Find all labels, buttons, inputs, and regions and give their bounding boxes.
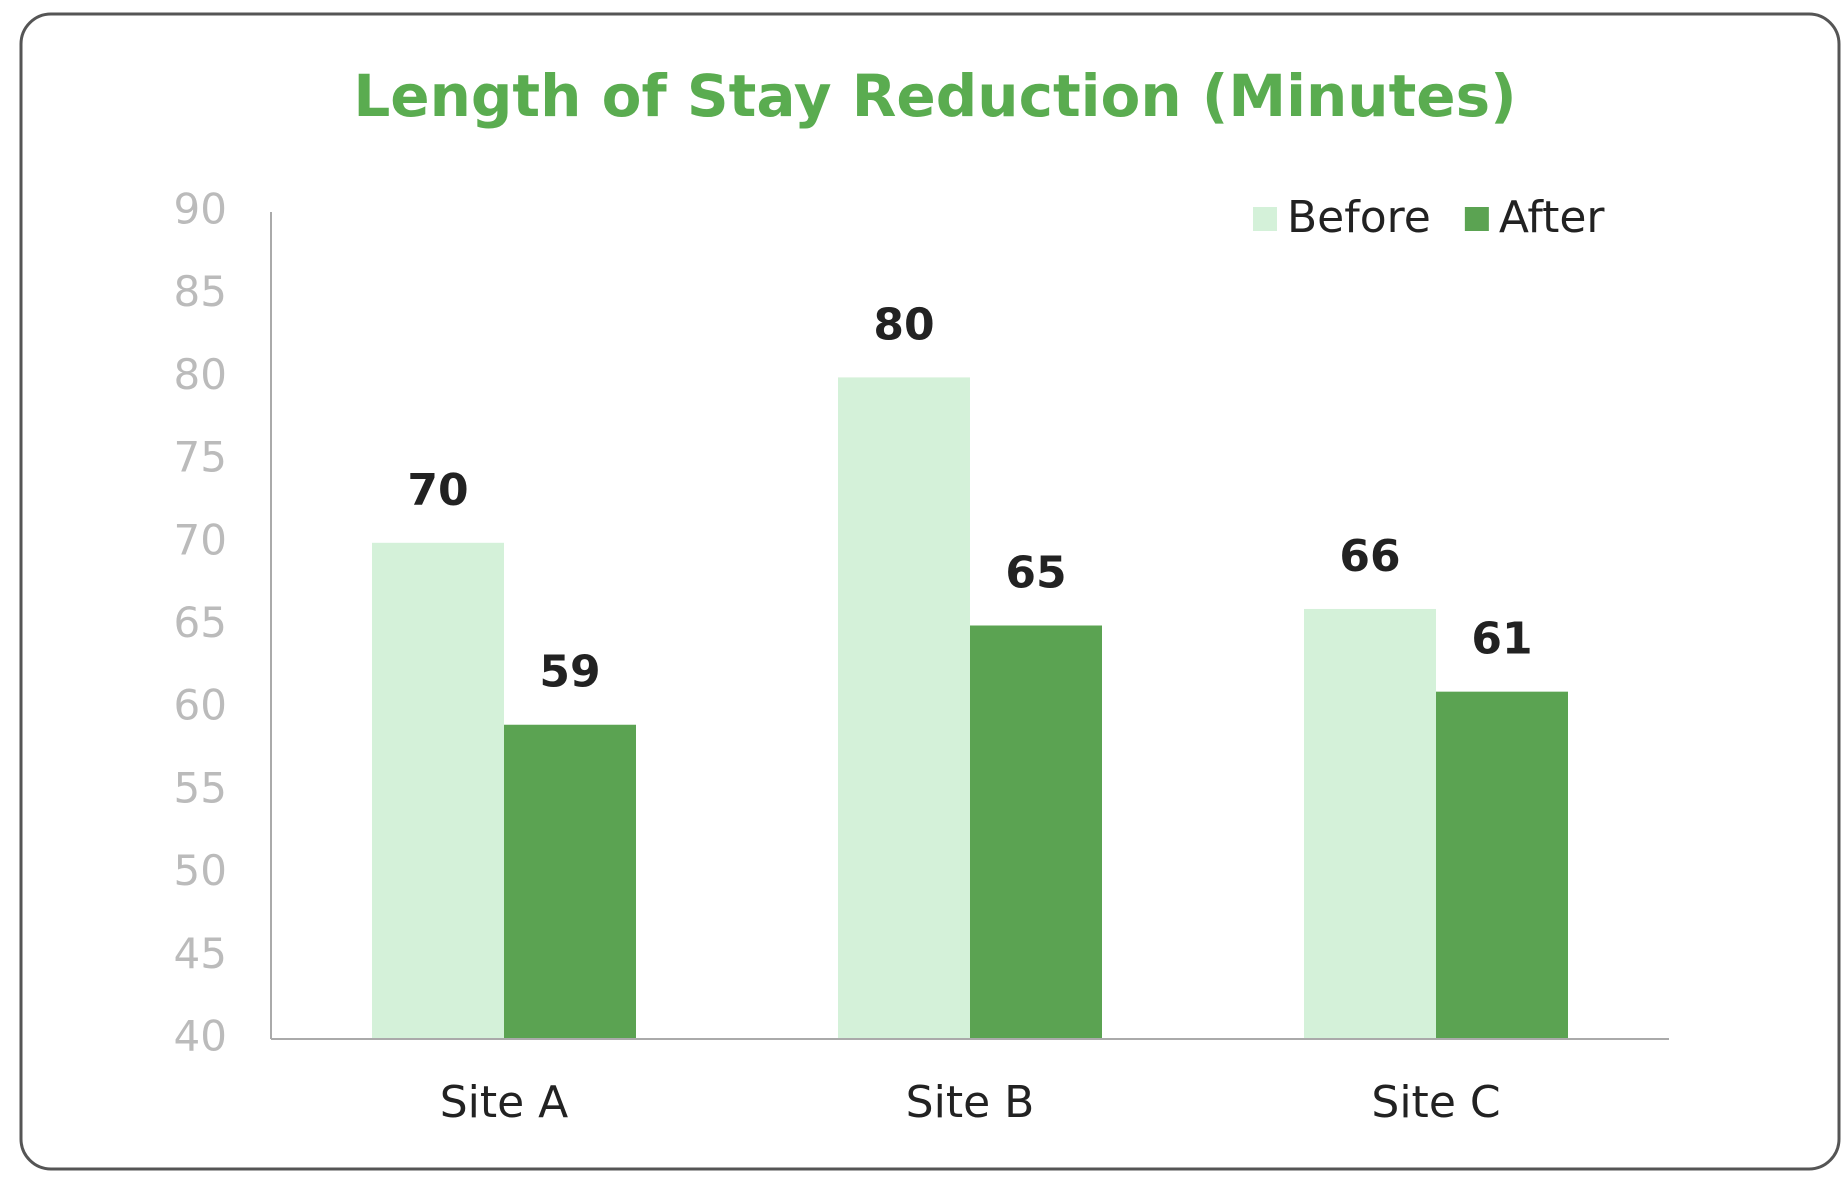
value-label: 65 <box>1005 548 1066 599</box>
x-tick-label: Site B <box>906 1077 1035 1128</box>
chart-title: Length of Stay Reduction (Minutes) <box>353 62 1516 130</box>
y-tick-label: 75 <box>174 433 227 482</box>
y-tick-label: 70 <box>174 515 227 564</box>
y-tick-label: 45 <box>174 929 227 978</box>
y-tick-label: 55 <box>174 763 227 812</box>
bar <box>970 625 1102 1039</box>
y-tick-label: 60 <box>174 681 227 730</box>
y-tick-label: 50 <box>174 846 227 895</box>
bar <box>1436 691 1568 1039</box>
legend-label: After <box>1499 192 1606 243</box>
x-tick-label: Site C <box>1371 1077 1500 1128</box>
legend-label: Before <box>1287 192 1431 243</box>
y-tick-label: 90 <box>174 185 227 234</box>
legend-swatch <box>1464 207 1489 231</box>
value-label: 59 <box>539 647 600 698</box>
bar <box>1304 608 1436 1039</box>
y-tick-label: 85 <box>174 267 227 316</box>
bar <box>372 542 504 1039</box>
legend-swatch <box>1253 207 1277 231</box>
bar <box>838 377 970 1039</box>
bar <box>504 724 636 1039</box>
y-tick-label: 65 <box>174 598 227 647</box>
value-label: 80 <box>873 299 934 350</box>
y-tick-label: 40 <box>174 1012 227 1061</box>
value-label: 66 <box>1339 531 1400 582</box>
value-label: 70 <box>407 465 468 516</box>
y-tick-label: 80 <box>174 350 227 399</box>
value-label: 61 <box>1471 614 1532 665</box>
x-tick-label: Site A <box>440 1077 569 1128</box>
